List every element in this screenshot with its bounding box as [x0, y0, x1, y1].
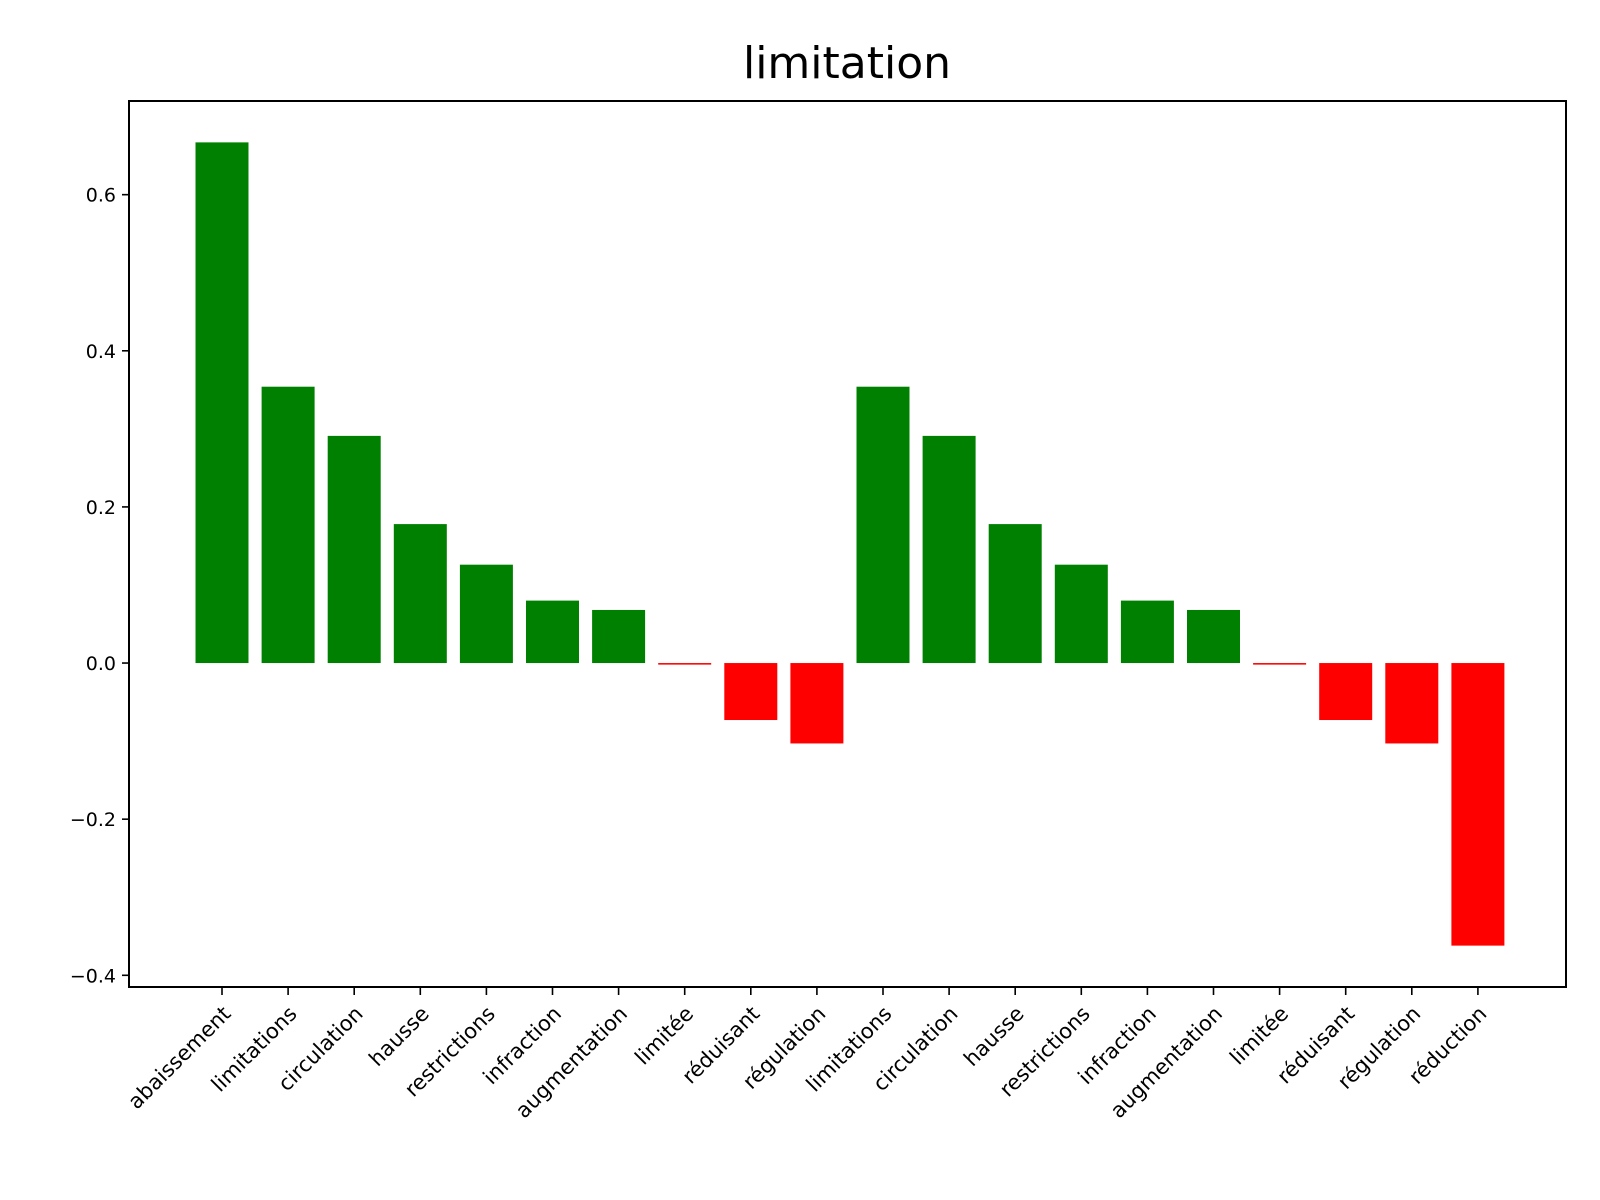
bars-group [195, 142, 1505, 946]
bar-7 [592, 609, 646, 664]
bar-6 [526, 600, 579, 664]
bar-8 [658, 663, 712, 665]
bar-13 [988, 524, 1042, 664]
bar-16 [1187, 609, 1240, 664]
y-tick-label: −0.2 [70, 809, 116, 831]
y-tick-label: 0.0 [86, 653, 116, 675]
bar-11 [856, 386, 910, 664]
bar-10 [790, 663, 844, 744]
bar-4 [393, 524, 447, 664]
bar-5 [459, 564, 513, 664]
bar-9 [724, 663, 778, 721]
bar-3 [327, 435, 381, 664]
bar-20 [1451, 663, 1505, 946]
bar-15 [1120, 600, 1174, 664]
y-axis: 0.6 0.4 0.2 0.0 −0.2 −0.4 [70, 185, 129, 987]
bar-17 [1253, 663, 1307, 665]
bar-18 [1319, 663, 1373, 721]
plot-frame [128, 100, 1567, 988]
y-tick-label: 0.2 [86, 497, 116, 519]
y-tick-label: 0.4 [86, 341, 116, 363]
chart-title: limitation [743, 38, 951, 89]
bar-2 [261, 386, 315, 664]
bar-1 [195, 142, 249, 664]
bar-12 [922, 435, 976, 664]
y-tick-label: 0.6 [86, 185, 116, 207]
bar-14 [1054, 564, 1108, 664]
y-tick-label: −0.4 [70, 965, 116, 987]
bar-19 [1385, 663, 1439, 744]
